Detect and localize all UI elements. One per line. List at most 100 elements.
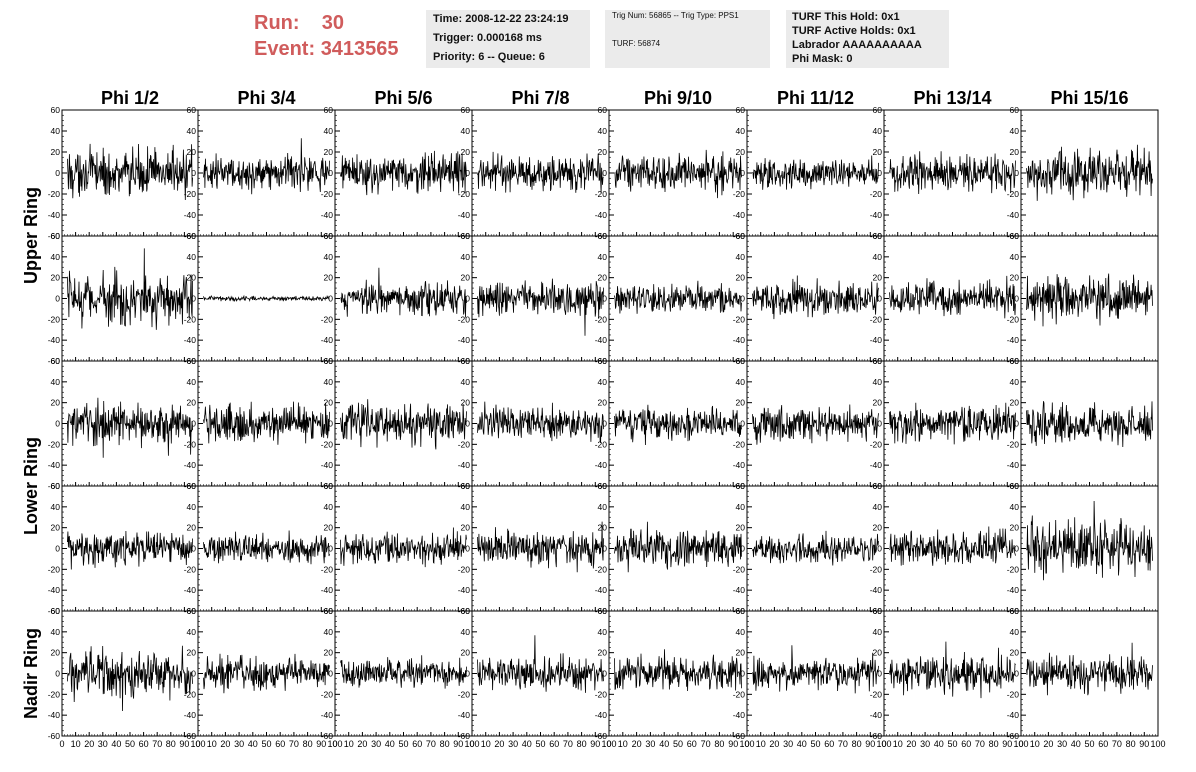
y-tick-label: 20 [873,648,883,658]
x-tick-label: 40 [934,739,944,749]
y-tick-label: 60 [461,481,471,491]
y-tick-label: 60 [324,356,334,366]
waveform-trace-r2-c1 [67,248,193,330]
waveform-trace-r4-c6 [752,530,879,566]
y-tick-label: -40 [458,460,471,470]
y-tick-label: 60 [187,481,197,491]
y-tick-label: 20 [1010,398,1020,408]
y-tick-label: 40 [598,502,608,512]
panel-frame [883,610,1022,737]
time-info-box: Time: 2008-12-22 23:24:19 Trigger: 0.000… [426,10,590,68]
y-tick-label: -20 [458,439,471,449]
y-tick-label: -40 [1007,710,1020,720]
y-tick-label: 60 [324,606,334,616]
panel-frame [746,360,885,487]
x-tick-label: 70 [563,739,573,749]
x-tick-label: 30 [508,739,518,749]
y-tick-label: 0 [1014,168,1019,178]
y-tick-label: 0 [465,294,470,304]
y-tick-label: 0 [55,419,60,429]
y-tick-label: 60 [51,231,61,241]
x-tick-label: 0 [606,739,611,749]
panel-frame [61,235,199,362]
waveform-trace-r4-c2 [203,530,330,565]
y-tick-label: -40 [48,335,61,345]
x-tick-label: 0 [469,739,474,749]
x-tick-label: 60 [1098,739,1108,749]
x-tick-label: 60 [139,739,149,749]
event-label: Event: [254,38,316,60]
x-tick-label: 30 [98,739,108,749]
y-tick-label: -20 [48,689,61,699]
x-tick-label: 30 [783,739,793,749]
y-tick-label: -20 [870,314,883,324]
y-tick-label: -60 [870,731,883,741]
y-tick-label: -60 [48,481,61,491]
y-tick-label: 40 [324,377,334,387]
y-tick-label: 40 [598,126,608,136]
y-tick-label: -60 [321,731,334,741]
y-tick-label: -20 [184,314,197,324]
y-tick-label: 0 [877,669,882,679]
y-tick-label: 20 [51,398,61,408]
y-tick-label: 40 [187,377,197,387]
y-tick-label: -40 [458,585,471,595]
x-tick-label: 80 [440,739,450,749]
y-tick-label: 0 [740,419,745,429]
y-tick-label: -20 [1007,314,1020,324]
y-tick-label: 0 [465,669,470,679]
y-tick-label: -20 [1007,439,1020,449]
panel-frame [1020,360,1159,487]
waveform-trace-r3-c4 [477,401,604,443]
y-tick-label: 0 [602,168,607,178]
x-tick-label: 90 [865,739,875,749]
x-tick-label: 0 [332,739,337,749]
y-tick-label: 60 [873,481,883,491]
x-tick-label: 60 [824,739,834,749]
y-tick-label: 20 [736,648,746,658]
waveform-trace-r5-c7 [889,641,1016,699]
y-tick-label: 20 [51,147,61,157]
y-tick-label: 60 [598,481,608,491]
y-tick-label: 60 [736,481,746,491]
y-tick-label: 40 [51,377,61,387]
column-header-1: Phi 1/2 [101,88,159,108]
y-tick-label: 40 [461,627,471,637]
y-tick-label: 0 [602,419,607,429]
y-tick-label: 40 [51,252,61,262]
waveform-trace-r5-c6 [752,645,879,694]
waveform-trace-r2-c6 [752,275,879,320]
y-tick-label: 40 [187,502,197,512]
y-tick-label: 0 [877,294,882,304]
y-tick-label: 60 [873,231,883,241]
y-tick-label: 20 [461,147,471,157]
y-tick-label: 20 [187,273,197,283]
y-tick-label: 0 [328,544,333,554]
waveform-trace-r5-c5 [614,649,742,692]
y-tick-label: 20 [1010,648,1020,658]
y-tick-label: 60 [324,481,334,491]
y-tick-label: -40 [870,585,883,595]
y-tick-label: 60 [187,356,197,366]
waveform-trace-r5-c2 [203,653,330,694]
y-tick-label: -40 [458,335,471,345]
y-tick-label: 20 [187,648,197,658]
y-tick-label: -60 [184,731,197,741]
y-tick-label: 40 [187,252,197,262]
x-tick-label: 50 [398,739,408,749]
y-tick-label: 0 [877,168,882,178]
x-tick-label: 60 [412,739,422,749]
waveform-trace-r1-c8 [1026,144,1153,201]
x-tick-label: 20 [220,739,230,749]
x-tick-label: 10 [618,739,628,749]
y-tick-label: 40 [736,126,746,136]
x-tick-label: 90 [728,739,738,749]
x-tick-label: 80 [577,739,587,749]
y-tick-label: 20 [187,147,197,157]
y-tick-label: 60 [461,356,471,366]
x-tick-label: 40 [797,739,807,749]
y-tick-label: 60 [598,105,608,115]
x-tick-label: 90 [590,739,600,749]
y-tick-label: -20 [733,439,746,449]
y-tick-label: 0 [191,669,196,679]
